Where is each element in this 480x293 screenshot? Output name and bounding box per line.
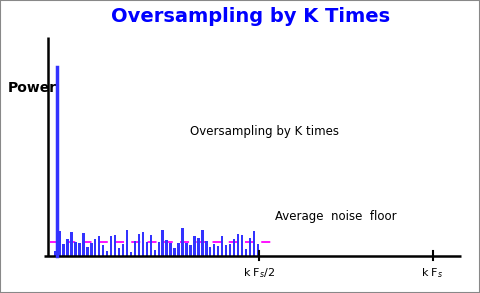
Bar — [74, 242, 77, 255]
Bar — [205, 241, 207, 255]
Text: k F$_s$: k F$_s$ — [421, 266, 444, 280]
Bar — [142, 232, 144, 255]
Bar — [86, 247, 89, 255]
Bar — [98, 236, 100, 255]
Bar — [150, 235, 152, 255]
Bar — [245, 249, 247, 255]
Bar — [225, 245, 228, 255]
Bar — [82, 233, 84, 255]
Bar — [249, 238, 251, 255]
Bar — [145, 242, 148, 255]
Bar — [130, 252, 132, 255]
Bar — [197, 238, 200, 255]
Bar — [118, 248, 120, 255]
Bar — [154, 250, 156, 255]
Bar — [169, 243, 172, 255]
Bar — [177, 243, 180, 255]
Bar — [66, 239, 69, 255]
Bar — [201, 230, 204, 255]
Bar — [54, 251, 57, 255]
Bar — [252, 231, 255, 255]
Bar — [106, 251, 108, 255]
Bar — [241, 235, 243, 255]
Bar — [78, 243, 81, 255]
Bar — [257, 244, 259, 255]
Bar — [102, 245, 105, 255]
Bar — [134, 241, 136, 255]
Bar — [126, 230, 128, 255]
Bar — [233, 239, 235, 255]
Bar — [161, 230, 164, 255]
Bar — [217, 246, 219, 255]
Bar — [157, 242, 160, 255]
Bar — [166, 240, 168, 255]
Bar — [90, 243, 93, 255]
Bar — [229, 243, 231, 255]
Bar — [70, 232, 72, 255]
Bar — [114, 235, 116, 255]
Text: Oversampling by K times: Oversampling by K times — [190, 125, 339, 138]
Bar — [221, 236, 223, 255]
Bar — [110, 236, 112, 255]
Bar — [181, 228, 184, 255]
Text: k F$_s$/2: k F$_s$/2 — [242, 266, 275, 280]
Bar — [173, 248, 176, 255]
Bar — [122, 244, 124, 255]
Title: Oversampling by K Times: Oversampling by K Times — [111, 7, 390, 26]
Bar — [213, 244, 216, 255]
Bar — [237, 234, 239, 255]
Text: Power: Power — [8, 81, 57, 95]
Bar — [193, 236, 196, 255]
Bar — [59, 231, 61, 255]
Bar — [209, 247, 212, 255]
Bar — [185, 243, 188, 255]
Bar — [94, 239, 96, 255]
Text: Average  noise  floor: Average noise floor — [275, 210, 396, 224]
Bar — [189, 246, 192, 255]
Bar — [138, 234, 140, 255]
Bar — [62, 244, 65, 255]
